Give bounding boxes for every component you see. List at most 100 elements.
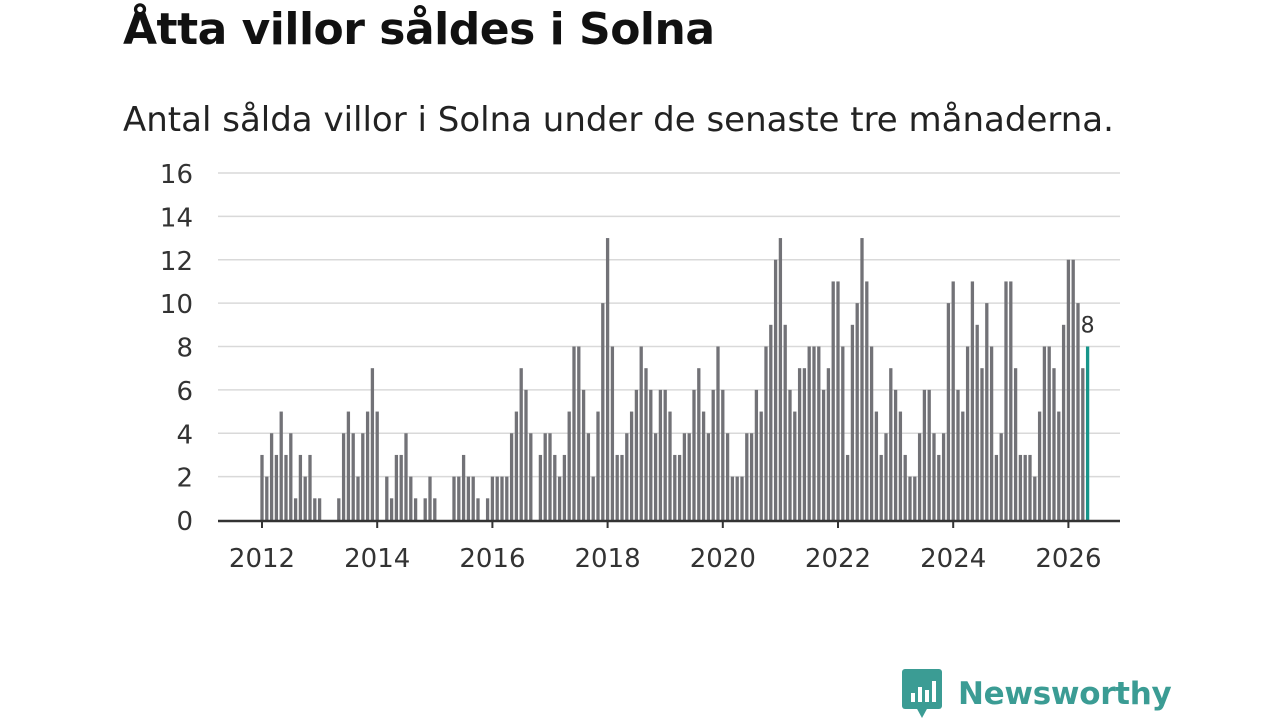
bar [730,476,735,520]
bar [461,454,466,520]
bar [308,454,312,520]
bar [985,303,989,520]
grid-lines [218,172,1120,478]
axes: 0 2 4 6 8 10 12 14 16 8 2012 2014 2016 2018 2020 2022 20… [160,160,1120,574]
bar [687,433,691,520]
highlight-value-label: 8 [1081,314,1095,339]
bar [615,454,619,520]
bar [961,411,965,520]
bar [1009,281,1013,520]
bar [356,476,360,520]
x-tick-label: 2022 [805,544,871,574]
bar [701,411,706,520]
bar [850,324,855,520]
bar [826,368,831,520]
bar [485,498,490,520]
brand-name: Newsworthy [958,676,1172,712]
bar [658,389,663,520]
bar [341,433,346,520]
chart-title: Åtta villor såldes i Solna [123,4,715,55]
y-tick-label: 8 [176,334,193,364]
bar [711,389,715,520]
bar [965,346,970,520]
bar [423,498,427,520]
bar [735,476,739,520]
bar [471,476,475,520]
bar [279,411,283,520]
bar [841,346,845,520]
bar [1004,281,1008,520]
bar [269,433,274,520]
bar [922,389,927,520]
newsworthy-chart-icon [902,669,942,718]
bar [706,433,711,520]
bar [970,281,975,520]
bar [989,346,994,520]
bar [433,498,437,520]
bar [817,346,821,520]
x-tick-label: 2024 [920,544,986,574]
bar [769,324,773,520]
newsworthy-logo: Newsworthy [902,668,1172,720]
bar [572,346,576,520]
bar [759,411,763,520]
bar [865,281,869,520]
bar [797,368,802,520]
bar [529,433,533,520]
y-tick-label: 0 [176,507,193,537]
bar [975,324,979,520]
chart-subtitle: Antal sålda villor i Solna under de sena… [123,100,1114,140]
bar [298,454,303,520]
bar [452,476,456,520]
bar-series [260,238,1090,520]
bar [284,454,288,520]
bar [1018,454,1023,520]
bar [361,433,365,520]
bar [490,476,495,520]
bar [1066,259,1071,520]
bar [893,389,898,520]
bar [389,498,394,520]
bar [1057,411,1061,520]
bar [927,389,931,520]
bar [591,476,595,520]
highlight-bar [1085,346,1090,520]
bar [289,433,293,520]
bar [855,303,859,520]
bar [879,454,883,520]
bar [557,476,562,520]
x-tick-label: 2026 [1035,544,1101,574]
bar [725,433,730,520]
bar [917,433,922,520]
y-tick-label: 14 [160,203,193,233]
y-tick-label: 16 [160,160,193,190]
bar [495,476,499,520]
bar [788,389,792,520]
bar [874,411,879,520]
bar [980,368,984,520]
y-tick-label: 2 [176,464,193,494]
bar [716,346,720,520]
bar [620,454,624,520]
bar [293,498,298,520]
bar [399,454,403,520]
bar [754,389,759,520]
bar [351,433,355,520]
bar [1071,259,1075,520]
bar [668,411,672,520]
bar [610,346,615,520]
bar [663,389,667,520]
bar [346,411,351,520]
bar [428,476,432,520]
bar [913,476,917,520]
bar [649,389,653,520]
x-tick-label: 2016 [459,544,525,574]
bar [1028,454,1032,520]
bar [260,454,264,520]
bar [673,454,677,520]
bar [908,476,912,520]
bar [601,303,605,520]
bar [745,433,749,520]
bar [274,454,279,520]
